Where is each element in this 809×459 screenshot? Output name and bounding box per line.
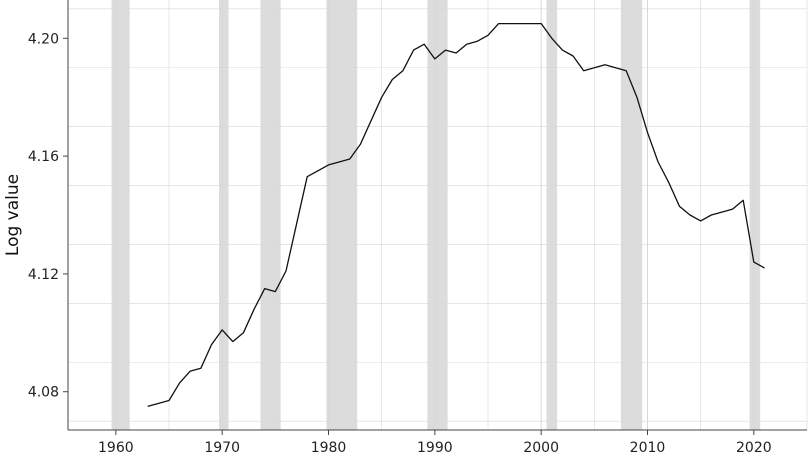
- data-point: [477, 40, 479, 42]
- data-point: [583, 70, 585, 72]
- x-tick-label: 1990: [417, 440, 453, 456]
- data-point: [594, 67, 596, 69]
- recession-band-5: [546, 0, 558, 430]
- data-point: [657, 161, 659, 163]
- x-tick-label: 2000: [523, 440, 559, 456]
- data-point: [296, 223, 298, 225]
- recession-shading-layer: [111, 0, 761, 430]
- data-point: [700, 220, 702, 222]
- data-point: [211, 344, 213, 346]
- data-point: [679, 205, 681, 207]
- data-point: [168, 400, 170, 402]
- y-tick-label: 4.08: [28, 385, 59, 401]
- data-point: [668, 182, 670, 184]
- data-point: [423, 43, 425, 45]
- data-point: [381, 96, 383, 98]
- data-point: [455, 52, 457, 54]
- data-point: [243, 332, 245, 334]
- data-point: [306, 176, 308, 178]
- data-point: [275, 291, 277, 293]
- data-point: [370, 120, 372, 122]
- x-tick-label: 2010: [630, 440, 666, 456]
- data-point: [753, 261, 755, 263]
- data-point: [434, 58, 436, 60]
- data-point: [625, 70, 627, 72]
- data-point: [402, 70, 404, 72]
- x-tick-label: 1970: [204, 440, 240, 456]
- data-point: [466, 43, 468, 45]
- data-point: [147, 406, 149, 408]
- x-tick-label: 2020: [736, 440, 772, 456]
- data-point: [413, 49, 415, 51]
- data-point: [392, 79, 394, 81]
- data-point: [519, 23, 521, 25]
- data-point: [317, 170, 319, 172]
- series-layer: [147, 22, 766, 408]
- recession-band-4: [427, 0, 448, 430]
- y-tick-label: 4.12: [28, 267, 59, 283]
- data-point: [179, 382, 181, 384]
- data-point: [540, 23, 542, 25]
- data-point: [232, 341, 234, 343]
- data-point: [530, 23, 532, 25]
- data-point: [445, 49, 447, 51]
- data-point: [742, 199, 744, 201]
- data-point: [721, 211, 723, 213]
- data-point: [498, 23, 500, 25]
- recession-band-3: [326, 0, 358, 430]
- data-point: [732, 208, 734, 210]
- y-tick-label: 4.20: [28, 31, 59, 47]
- data-point: [200, 367, 202, 369]
- series-line-0: [147, 22, 765, 408]
- x-tick-label: 1960: [98, 440, 134, 456]
- data-point: [253, 308, 255, 310]
- data-point: [711, 214, 713, 216]
- data-point: [285, 270, 287, 272]
- y-tick-label: 4.16: [28, 149, 59, 165]
- data-point: [647, 132, 649, 134]
- recession-band-1: [218, 0, 229, 430]
- axis-layer: 1960 1970 1980 1990 2000 2010 2020 4.08 4.12 4.16…: [28, 0, 807, 456]
- data-point: [615, 67, 617, 69]
- data-point: [264, 288, 266, 290]
- data-point: [349, 158, 351, 160]
- grid-layer: [68, 0, 808, 430]
- data-point: [764, 267, 766, 269]
- data-point: [636, 96, 638, 98]
- x-tick-label: 1980: [311, 440, 347, 456]
- data-point: [689, 214, 691, 216]
- data-point: [189, 370, 191, 372]
- data-point: [221, 329, 223, 331]
- data-point: [487, 35, 489, 37]
- recession-band-7: [749, 0, 761, 430]
- data-point: [508, 23, 510, 25]
- data-point: [551, 37, 553, 39]
- recession-band-2: [260, 0, 281, 430]
- data-point: [562, 49, 564, 51]
- y-axis-title: Log value: [3, 174, 23, 256]
- recession-band-0: [111, 0, 130, 430]
- data-point: [328, 164, 330, 166]
- data-point: [360, 144, 362, 146]
- data-point: [338, 161, 340, 163]
- data-point: [604, 64, 606, 66]
- data-point: [572, 55, 574, 57]
- recession-band-6: [620, 0, 643, 430]
